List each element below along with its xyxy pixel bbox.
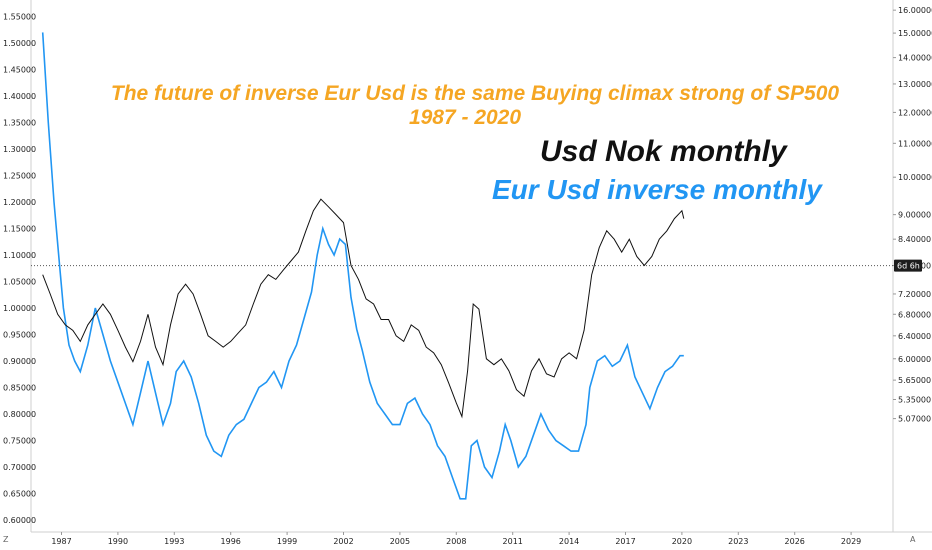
countdown-label: 6d 6h xyxy=(897,262,920,271)
x-tick-label: 2005 xyxy=(390,537,410,546)
x-tick-label: 2020 xyxy=(672,537,692,546)
right-tick-label: 15.00000 xyxy=(898,29,932,38)
left-tick-label: 0.60000 xyxy=(3,516,36,525)
left-tick-label: 1.00000 xyxy=(3,304,36,313)
x-tick-label: 1987 xyxy=(51,537,71,546)
left-tick-label: 0.75000 xyxy=(3,437,36,446)
right-tick-label: 10.00000 xyxy=(898,173,932,182)
left-tick-label: 1.15000 xyxy=(3,225,36,234)
x-tick-label: 2023 xyxy=(728,537,748,546)
chart-title-line1: The future of inverse Eur Usd is the sam… xyxy=(110,82,840,105)
left-tick-label: 0.90000 xyxy=(3,357,36,366)
usdnok-label: Usd Nok monthly xyxy=(540,135,787,168)
right-tick-label: 5.65000 xyxy=(898,376,931,385)
right-tick-label: 6.00000 xyxy=(898,355,931,364)
left-tick-label: 0.80000 xyxy=(3,410,36,419)
left-tick-label: 1.20000 xyxy=(3,198,36,207)
x-tick-label: 1996 xyxy=(221,537,241,546)
x-tick-label: 2029 xyxy=(841,537,861,546)
right-tick-label: 16.00000 xyxy=(898,6,932,15)
right-tick-label: 8.40000 xyxy=(898,235,931,244)
eurusd-label: Eur Usd inverse monthly xyxy=(492,174,822,205)
series-group xyxy=(41,32,685,500)
right-axis-ticks: 5.07000 5.35000 5.65000 6.00000 6.40000 6.800… xyxy=(893,6,932,424)
left-tick-label: 1.45000 xyxy=(3,66,36,75)
left-tick-label: 0.70000 xyxy=(3,463,36,472)
x-axis-ticks: 1987 1990 1993 1996 1999 2002 2005 2008 2011 2014… xyxy=(51,532,861,546)
x-tick-label: 1990 xyxy=(108,537,128,546)
x-tick-label: 2026 xyxy=(785,537,805,546)
left-tick-label: 1.35000 xyxy=(3,119,36,128)
x-tick-label: 1993 xyxy=(164,537,184,546)
x-tick-label: 2017 xyxy=(615,537,635,546)
x-tick-label: 2008 xyxy=(446,537,466,546)
chart-title-line2: 1987 - 2020 xyxy=(408,106,522,129)
x-tick-label: 1999 xyxy=(277,537,297,546)
left-tick-label: 1.40000 xyxy=(3,92,36,101)
left-tick-label: 0.65000 xyxy=(3,490,36,499)
right-tick-label: 9.00000 xyxy=(898,211,931,220)
right-tick-label: 12.00000 xyxy=(898,108,932,117)
right-tick-label: 7.20000 xyxy=(898,290,931,299)
left-tick-label: 1.55000 xyxy=(3,13,36,22)
right-tick-label: 5.07000 xyxy=(898,415,931,424)
right-tick-label: 6.80000 xyxy=(898,310,931,319)
right-tick-label: 14.00000 xyxy=(898,54,932,63)
left-tick-label: 1.05000 xyxy=(3,278,36,287)
right-tick-label: 6.40000 xyxy=(898,332,931,341)
auto-scale-button[interactable]: A xyxy=(910,535,916,544)
timezone-button[interactable]: Z xyxy=(3,535,9,544)
countdown-badge: 6d 6h xyxy=(894,259,922,272)
right-tick-label: 11.00000 xyxy=(898,139,932,148)
right-tick-label: 13.00000 xyxy=(898,80,932,89)
usdnok-series-line xyxy=(42,198,685,419)
left-tick-label: 1.50000 xyxy=(3,39,36,48)
x-tick-label: 2014 xyxy=(559,537,579,546)
left-tick-label: 0.85000 xyxy=(3,384,36,393)
x-tick-label: 2002 xyxy=(333,537,353,546)
left-tick-label: 0.95000 xyxy=(3,331,36,340)
left-tick-label: 1.25000 xyxy=(3,172,36,181)
x-tick-label: 2011 xyxy=(503,537,523,546)
eurusd-series-line xyxy=(41,32,684,500)
right-tick-label: 5.35000 xyxy=(898,396,931,405)
left-axis-ticks: 0.60000 0.65000 0.70000 0.75000 0.80000 0.850… xyxy=(3,13,36,526)
left-tick-label: 1.10000 xyxy=(3,251,36,260)
left-tick-label: 1.30000 xyxy=(3,145,36,154)
